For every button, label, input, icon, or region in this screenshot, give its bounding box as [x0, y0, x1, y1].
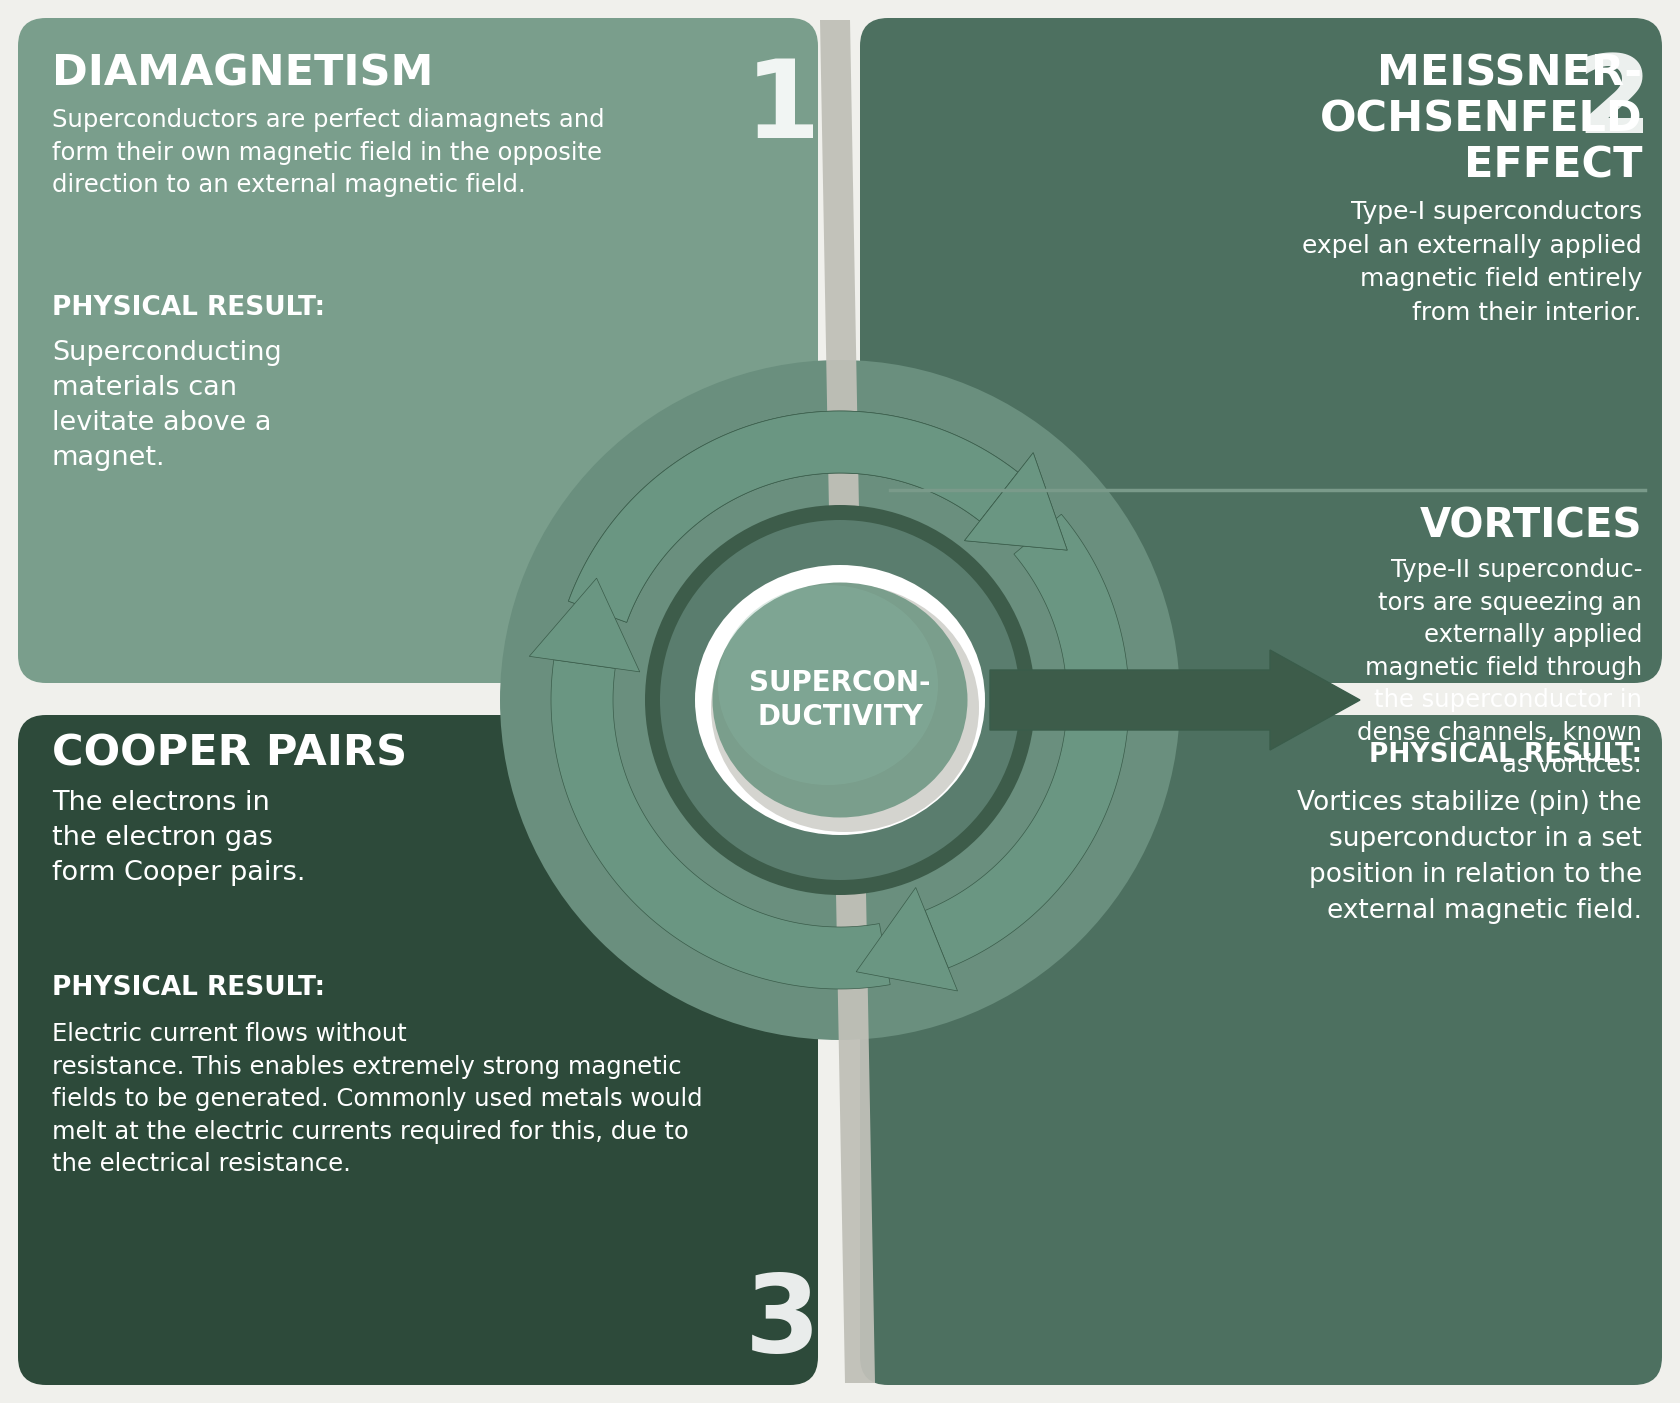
Polygon shape: [990, 650, 1361, 751]
FancyBboxPatch shape: [18, 18, 818, 683]
Ellipse shape: [711, 584, 979, 832]
Text: Superconductors are perfect diamagnets and
form their own magnetic field in the : Superconductors are perfect diamagnets a…: [52, 108, 605, 196]
Text: Superconducting
materials can
levitate above a
magnet.: Superconducting materials can levitate a…: [52, 340, 282, 471]
Text: DIAMAGNETISM: DIAMAGNETISM: [52, 52, 433, 94]
Text: Type-II superconduc-
tors are squeezing an
externally applied
magnetic field thr: Type-II superconduc- tors are squeezing …: [1357, 558, 1641, 777]
Text: Electric current flows without
resistance. This enables extremely strong magneti: Electric current flows without resistanc…: [52, 1021, 702, 1176]
Text: Type-I superconductors
expel an externally applied
magnetic field entirely
from : Type-I superconductors expel an external…: [1302, 201, 1641, 324]
Ellipse shape: [717, 585, 937, 786]
Ellipse shape: [696, 565, 984, 835]
FancyBboxPatch shape: [860, 716, 1662, 1385]
Polygon shape: [964, 453, 1067, 550]
Polygon shape: [568, 411, 1018, 623]
Text: PHYSICAL RESULT:: PHYSICAL RESULT:: [52, 975, 326, 1000]
Polygon shape: [820, 20, 875, 1383]
Polygon shape: [551, 659, 890, 989]
Polygon shape: [857, 888, 958, 991]
FancyBboxPatch shape: [860, 18, 1662, 683]
FancyBboxPatch shape: [18, 716, 818, 1385]
Text: VORTICES: VORTICES: [1420, 506, 1641, 546]
Circle shape: [501, 361, 1179, 1040]
Text: Vortices stabilize (pin) the
superconductor in a set
position in relation to the: Vortices stabilize (pin) the superconduc…: [1297, 790, 1641, 925]
Text: SUPERCON-
DUCTIVITY: SUPERCON- DUCTIVITY: [749, 669, 931, 731]
Circle shape: [660, 521, 1020, 880]
Polygon shape: [964, 453, 1067, 550]
Text: EFFECT: EFFECT: [1463, 145, 1641, 187]
Text: MEISSNER-: MEISSNER-: [1378, 52, 1641, 94]
Polygon shape: [926, 515, 1129, 968]
Text: PHYSICAL RESULT:: PHYSICAL RESULT:: [1369, 742, 1641, 767]
Text: The electrons in
the electron gas
form Cooper pairs.: The electrons in the electron gas form C…: [52, 790, 306, 887]
Text: PHYSICAL RESULT:: PHYSICAL RESULT:: [52, 295, 326, 321]
Text: 3: 3: [744, 1268, 820, 1375]
Ellipse shape: [712, 582, 968, 818]
Circle shape: [645, 505, 1035, 895]
Text: COOPER PAIRS: COOPER PAIRS: [52, 732, 407, 774]
Polygon shape: [568, 411, 1018, 623]
Text: 2: 2: [1576, 51, 1651, 156]
Text: OCHSENFELD: OCHSENFELD: [1319, 98, 1641, 140]
Polygon shape: [529, 578, 640, 672]
Text: 1: 1: [744, 55, 820, 161]
